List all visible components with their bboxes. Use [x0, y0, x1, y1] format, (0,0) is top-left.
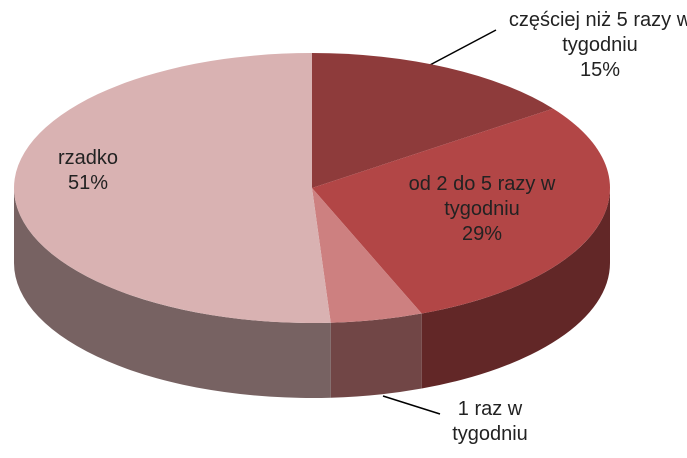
pie-slice-side [421, 188, 610, 389]
category-label: 1 raz w tygodniu [452, 398, 528, 445]
pie-slice [312, 53, 554, 188]
data-label: od 2 do 5 razy w tygodniu 29% [397, 172, 567, 247]
value-label: 51% [67, 172, 109, 194]
data-label: rzadko 51% [28, 146, 148, 196]
pie-slice-side [14, 188, 331, 398]
data-label: częściej niż 5 razy w tygodniu 15% [500, 8, 687, 83]
value-label: 29% [461, 223, 503, 245]
pie-slice [13, 53, 331, 323]
category-label: częściej niż 5 razy w tygodniu [508, 9, 687, 56]
category-label: od 2 do 5 razy w tygodniu [408, 173, 556, 220]
leader-line [382, 395, 441, 415]
data-label: 1 raz w tygodniu [425, 397, 555, 447]
category-label: rzadko [57, 147, 119, 169]
value-label: 15% [579, 59, 621, 81]
pie-slice-side [330, 313, 422, 398]
pie-slice [312, 108, 610, 314]
pie-slice [312, 188, 422, 323]
leader-line [427, 29, 497, 67]
